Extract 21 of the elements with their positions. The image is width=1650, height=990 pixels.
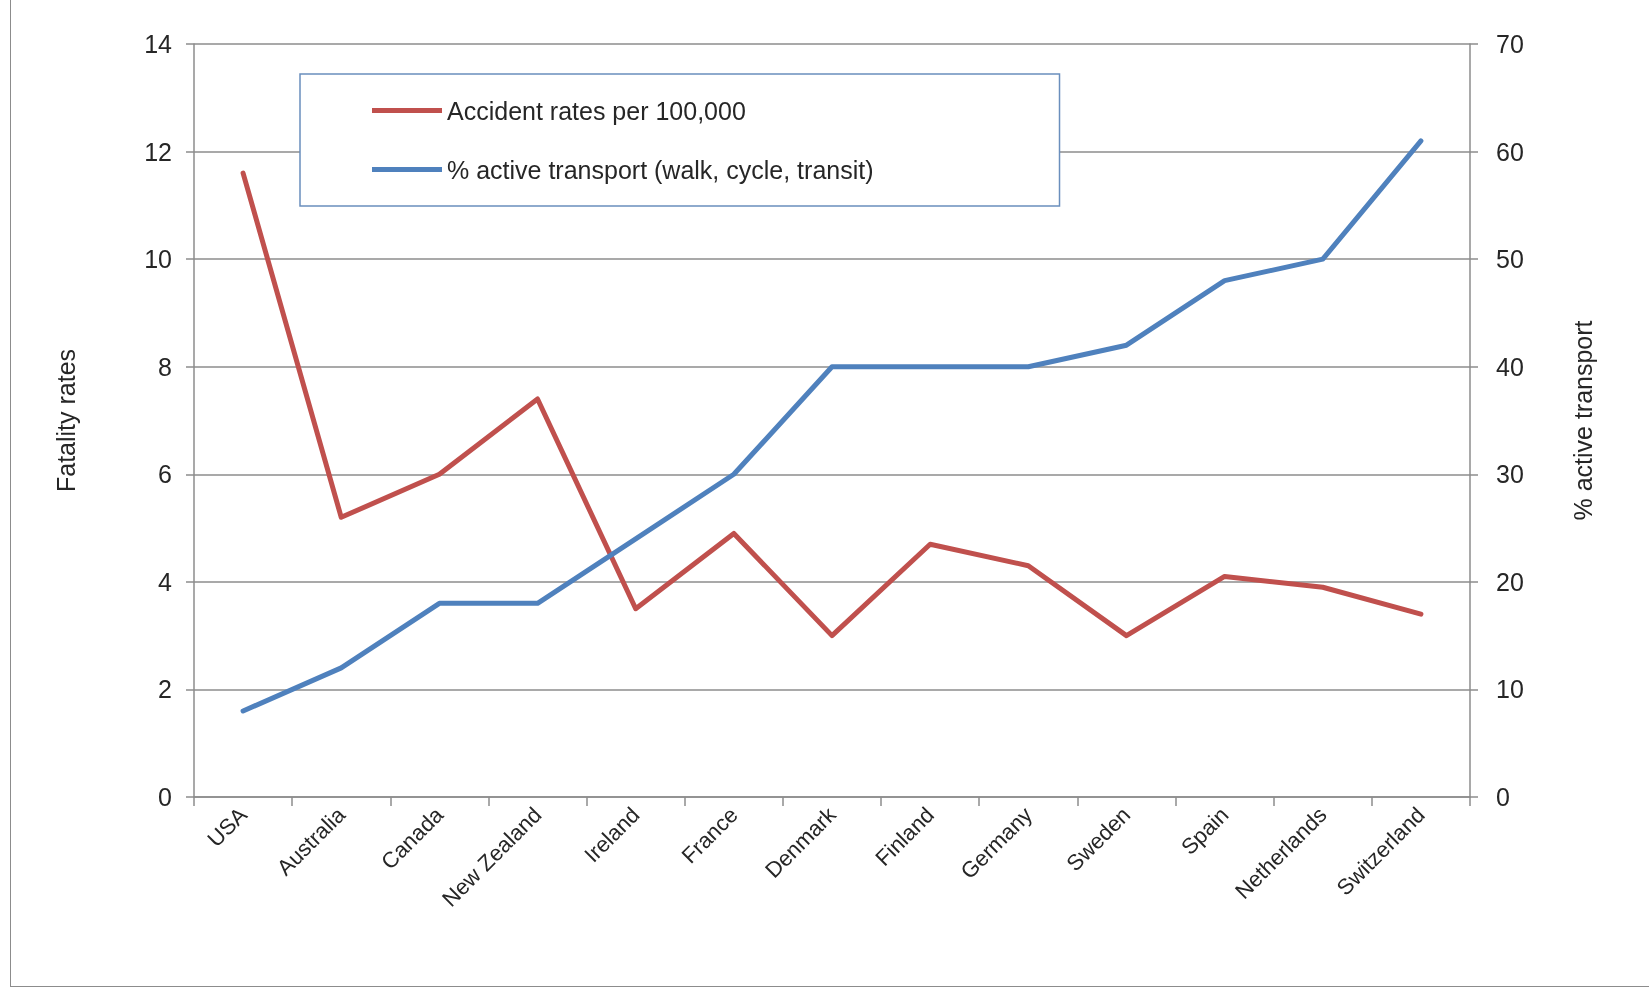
legend-label: Accident rates per 100,000 [447,96,746,125]
y-tick-label: 0 [158,783,172,811]
y2-tick-label: 50 [1496,245,1524,274]
y2-tick-label: 10 [1496,675,1524,704]
y-tick-label: 2 [158,675,172,704]
y-axis-title: Fatality rates [51,348,80,493]
y2-tick-label: 20 [1496,567,1524,596]
y2-tick-label: 40 [1496,352,1524,381]
y-tick-label: 14 [144,30,173,58]
y-tick-label: 4 [158,567,173,596]
y2-tick-label: 60 [1496,137,1524,166]
y-tick-label: 10 [144,245,172,274]
y-tick-label: 8 [158,352,172,381]
y2-axis-title: % active transport [1568,320,1597,521]
y2-tick-label: 0 [1496,783,1510,811]
y2-tick-label: 70 [1496,30,1524,58]
y-tick-label: 12 [144,137,172,166]
legend-label: % active transport (walk, cycle, transit) [447,155,874,184]
x-tick-label: USA [202,801,253,852]
y2-tick-label: 30 [1496,460,1524,489]
y-tick-label: 6 [158,460,172,489]
